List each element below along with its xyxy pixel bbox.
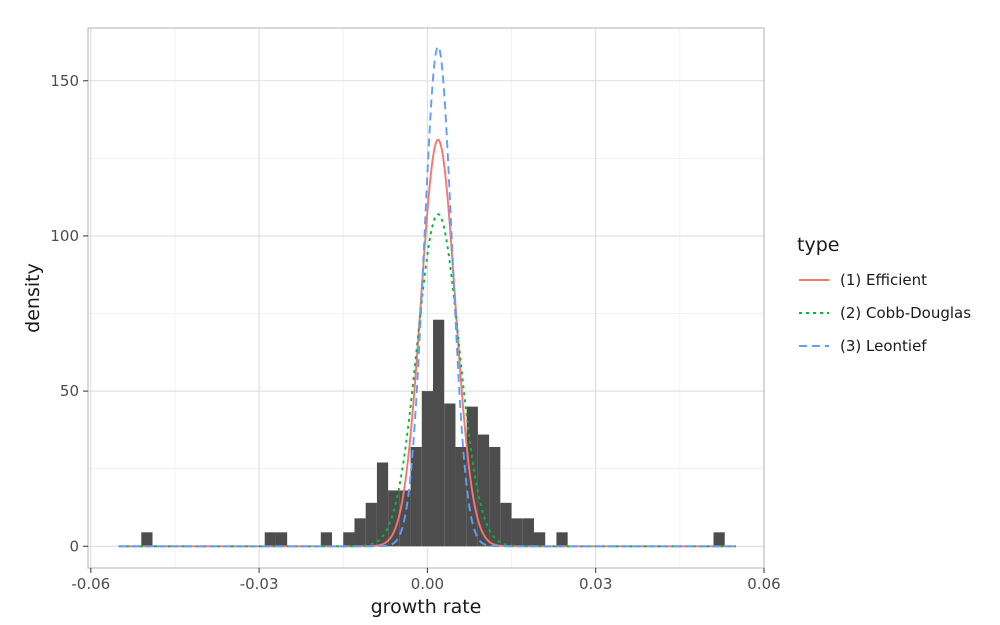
legend: type (1) Efficient (2) Cobb-Douglas (3) Le…: [797, 234, 971, 355]
histogram-bar: [466, 406, 478, 547]
histogram-bar: [713, 532, 725, 547]
y-axis-ticks: 0 50 100 150: [50, 72, 88, 555]
legend-label: (1) Efficient: [840, 271, 927, 289]
density-line: [118, 138, 736, 548]
y-axis-title: density: [22, 263, 44, 333]
histogram-bar: [500, 502, 512, 547]
density-line: [118, 213, 736, 548]
y-tick-label: 100: [50, 227, 79, 245]
histogram-bar: [343, 532, 355, 547]
legend-title: type: [797, 234, 839, 256]
density-curves: [118, 45, 736, 548]
x-axis-ticks: -0.06 -0.03 0.00 0.03 0.06: [71, 568, 781, 593]
x-tick-label: 0.00: [411, 575, 444, 593]
histogram-bar: [388, 490, 400, 547]
x-tick-label: 0.06: [747, 575, 780, 593]
histogram-bar: [410, 446, 422, 547]
histogram-bar: [533, 532, 546, 547]
histogram-bar: [477, 434, 490, 547]
histogram-bar: [511, 518, 523, 547]
y-tick-label: 50: [60, 382, 79, 400]
histogram-bar: [421, 391, 434, 547]
histogram-bar: [264, 532, 276, 547]
histogram-bar: [320, 532, 333, 547]
x-tick-label: 0.03: [579, 575, 612, 593]
histogram-bar: [556, 532, 568, 547]
histogram-bar: [455, 446, 467, 547]
legend-items: (1) Efficient (2) Cobb-Douglas (3) Leontie…: [799, 271, 971, 355]
legend-label: (2) Cobb-Douglas: [840, 304, 971, 322]
legend-label: (3) Leontief: [840, 337, 927, 355]
histogram-bar: [141, 532, 153, 547]
x-axis-title: growth rate: [371, 596, 482, 618]
histogram-bar: [365, 502, 377, 547]
histogram-bar: [376, 462, 389, 547]
histogram-bar: [354, 518, 366, 547]
histogram-bar: [522, 518, 534, 547]
x-tick-label: -0.03: [240, 575, 279, 593]
histogram-bars: [141, 319, 725, 547]
histogram-bar: [275, 532, 288, 547]
y-tick-label: 0: [69, 537, 79, 555]
histogram-bar: [444, 403, 456, 547]
panel-border: [87, 27, 765, 569]
y-tick-label: 150: [50, 72, 79, 90]
histogram-bar: [433, 319, 445, 547]
histogram-bar: [489, 446, 501, 547]
x-tick-label: -0.06: [71, 575, 110, 593]
